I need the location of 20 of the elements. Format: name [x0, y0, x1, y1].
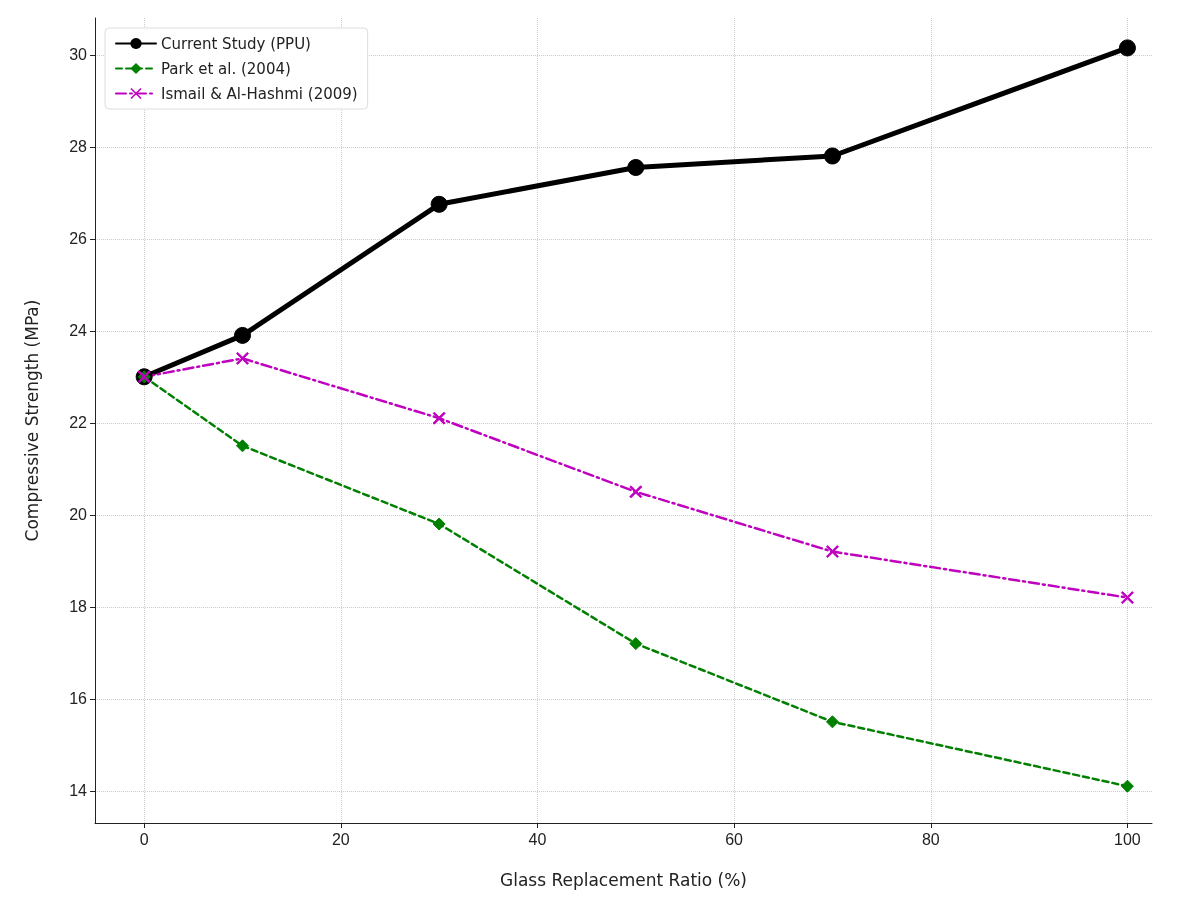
y-tick-label: 24 [69, 322, 88, 340]
x-tick-label: 20 [331, 830, 350, 848]
legend-label: Ismail & Al-Hashmi (2009) [161, 84, 358, 103]
x-tick-label: 80 [921, 830, 940, 848]
x-tick-label: 100 [1114, 830, 1141, 848]
y-tick-label: 26 [69, 230, 88, 248]
y-tick-label: 28 [69, 138, 88, 156]
x-tick-label: 60 [725, 830, 744, 848]
y-tick-label: 22 [69, 414, 88, 432]
y-axis-title: Compressive Strength (MPa) [21, 299, 42, 542]
y-tick-label: 30 [69, 46, 88, 64]
y-tick-label: 14 [69, 782, 88, 800]
x-tick-label: 40 [528, 830, 547, 848]
legend-label: Current Study (PPU) [161, 34, 311, 53]
y-tick-label: 16 [69, 690, 88, 708]
x-axis-title: Glass Replacement Ratio (%) [499, 869, 748, 890]
y-tick-label: 20 [69, 506, 88, 524]
x-tick-label: 0 [139, 830, 149, 848]
legend-label: Park et al. (2004) [161, 59, 291, 78]
y-tick-label: 18 [69, 598, 88, 616]
